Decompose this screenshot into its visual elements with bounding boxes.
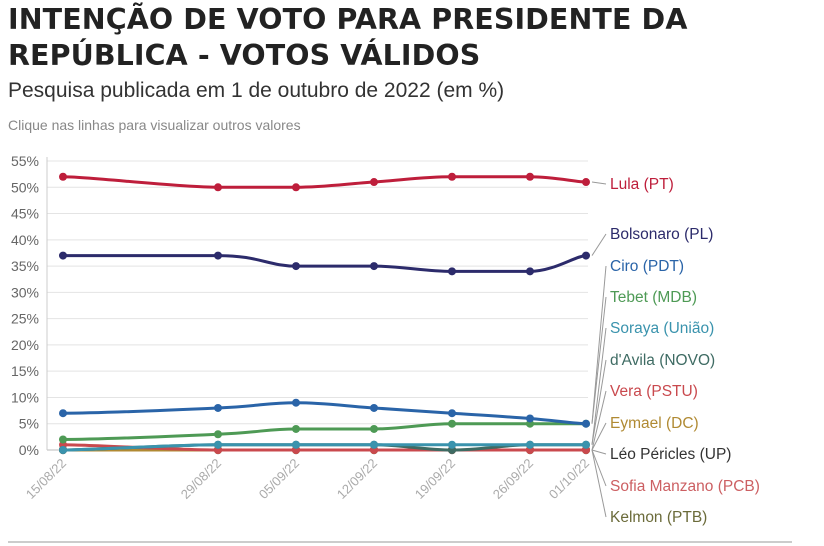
x-tick-label: 01/10/22	[546, 456, 592, 502]
line-lula-pt[interactable]	[61, 175, 588, 189]
series-ciro-pdt[interactable]	[59, 398, 590, 428]
legend-sofia-manzano-pcb[interactable]: Sofia Manzano (PCB)	[610, 478, 760, 495]
data-point[interactable]	[582, 440, 590, 449]
data-point[interactable]	[448, 267, 456, 276]
series-bolsonaro-pl[interactable]	[59, 251, 590, 276]
connector-sofia-manzano-pcb	[591, 449, 607, 487]
x-tick-label: 12/09/22	[334, 456, 380, 502]
data-point[interactable]	[59, 409, 67, 418]
y-tick-label: 30%	[11, 284, 39, 300]
legend-soraya-uni-o[interactable]: Soraya (União)	[610, 320, 714, 337]
data-point[interactable]	[214, 183, 222, 192]
y-tick-label: 40%	[11, 232, 39, 248]
data-point[interactable]	[292, 440, 300, 449]
x-tick-label: 26/09/22	[490, 456, 536, 502]
data-point[interactable]	[582, 251, 590, 260]
data-point[interactable]	[526, 267, 534, 276]
y-axis: 0% 5% 10% 15% 20% 25% 30% 35% 40% 45% 50% 55%	[11, 153, 39, 458]
y-tick-label: 0%	[19, 442, 39, 458]
y-tick-label: 25%	[11, 311, 39, 327]
connector-l-o-p-ricles-up	[591, 449, 607, 455]
data-point[interactable]	[292, 398, 300, 407]
data-point[interactable]	[370, 440, 378, 449]
connector-bolsonaro-pl	[591, 233, 607, 256]
data-point[interactable]	[582, 178, 590, 187]
connector-eymael-dc	[591, 422, 607, 451]
legend-connectors	[591, 181, 607, 518]
x-tick-label: 29/08/22	[178, 456, 224, 502]
data-point[interactable]	[448, 172, 456, 181]
line-vera-pstu[interactable]	[61, 443, 588, 452]
data-point[interactable]	[370, 424, 378, 433]
y-tick-label: 45%	[11, 206, 39, 222]
data-point[interactable]	[448, 419, 456, 428]
legend-tebet-mdb[interactable]: Tebet (MDB)	[610, 289, 697, 306]
legend-bolsonaro-pl[interactable]: Bolsonaro (PL)	[610, 226, 713, 243]
data-point[interactable]	[292, 183, 300, 192]
data-point[interactable]	[214, 440, 222, 449]
series-soraya-uni-o[interactable]	[59, 440, 590, 454]
legend-d-avila-novo[interactable]: d'Avila (NOVO)	[610, 352, 715, 369]
data-point[interactable]	[526, 414, 534, 423]
data-point[interactable]	[59, 446, 67, 454]
data-point[interactable]	[292, 424, 300, 433]
data-point[interactable]	[582, 419, 590, 428]
y-tick-label: 10%	[11, 389, 39, 405]
y-tick-label: 15%	[11, 363, 39, 379]
data-point[interactable]	[448, 409, 456, 418]
line-ciro-pdt[interactable]	[61, 401, 588, 426]
series-lula-pt[interactable]	[59, 172, 590, 192]
y-tick-label: 20%	[11, 337, 39, 353]
x-axis: 15/08/22 29/08/22 05/09/22 12/09/22 19/09/22…	[23, 450, 592, 502]
legend-vera-pstu[interactable]: Vera (PSTU)	[610, 383, 698, 400]
data-point[interactable]	[292, 262, 300, 271]
data-point[interactable]	[59, 435, 67, 444]
data-point[interactable]	[370, 178, 378, 187]
connector-kelmon-ptb	[591, 449, 607, 518]
x-tick-label: 19/09/22	[412, 456, 458, 502]
x-tick-label: 05/09/22	[256, 456, 302, 502]
data-point[interactable]	[59, 251, 67, 260]
x-tick-label: 15/08/22	[23, 456, 69, 502]
gridlines	[46, 157, 588, 451]
y-tick-label: 35%	[11, 258, 39, 274]
data-point[interactable]	[370, 262, 378, 271]
line-soraya-uni-o[interactable]	[61, 443, 588, 452]
series-tebet-mdb[interactable]	[59, 419, 590, 444]
connector-d-avila-novo	[591, 359, 607, 445]
chart-title: INTENÇÃO DE VOTO PARA PRESIDENTE DA REPÚ…	[8, 3, 688, 72]
legend-ciro-pdt[interactable]: Ciro (PDT)	[610, 258, 684, 275]
chart-subtitle: Pesquisa publicada em 1 de outubro de 20…	[8, 79, 505, 102]
y-tick-label: 5%	[19, 416, 39, 432]
data-point[interactable]	[526, 172, 534, 181]
y-tick-label: 50%	[11, 179, 39, 195]
line-tebet-mdb[interactable]	[61, 422, 588, 441]
data-point[interactable]	[448, 440, 456, 449]
data-point[interactable]	[370, 403, 378, 412]
chart-hint: Clique nas linhas para visualizar outros…	[8, 117, 301, 133]
line-bolsonaro-pl[interactable]	[61, 254, 588, 273]
data-point[interactable]	[526, 440, 534, 449]
legend-lula-pt[interactable]: Lula (PT)	[610, 176, 674, 193]
data-point[interactable]	[214, 403, 222, 412]
data-point[interactable]	[59, 172, 67, 181]
series-lines	[59, 172, 590, 454]
connector-lula-pt	[591, 181, 607, 185]
data-point[interactable]	[214, 430, 222, 439]
connector-soraya-uni-o	[591, 327, 607, 445]
bottom-divider	[8, 541, 792, 543]
connector-ciro-pdt	[591, 265, 607, 424]
legend-eymael-dc[interactable]: Eymael (DC)	[610, 415, 699, 432]
data-point[interactable]	[214, 251, 222, 260]
y-tick-label: 55%	[11, 153, 39, 169]
legend-kelmon-ptb[interactable]: Kelmon (PTB)	[610, 509, 707, 526]
legend: Lula (PT) Bolsonaro (PL) Ciro (PDT) Tebet (…	[610, 176, 760, 526]
legend-l-o-p-ricles-up[interactable]: Léo Péricles (UP)	[610, 446, 731, 463]
connector-tebet-mdb	[591, 296, 607, 424]
connector-vera-pstu	[591, 390, 607, 451]
